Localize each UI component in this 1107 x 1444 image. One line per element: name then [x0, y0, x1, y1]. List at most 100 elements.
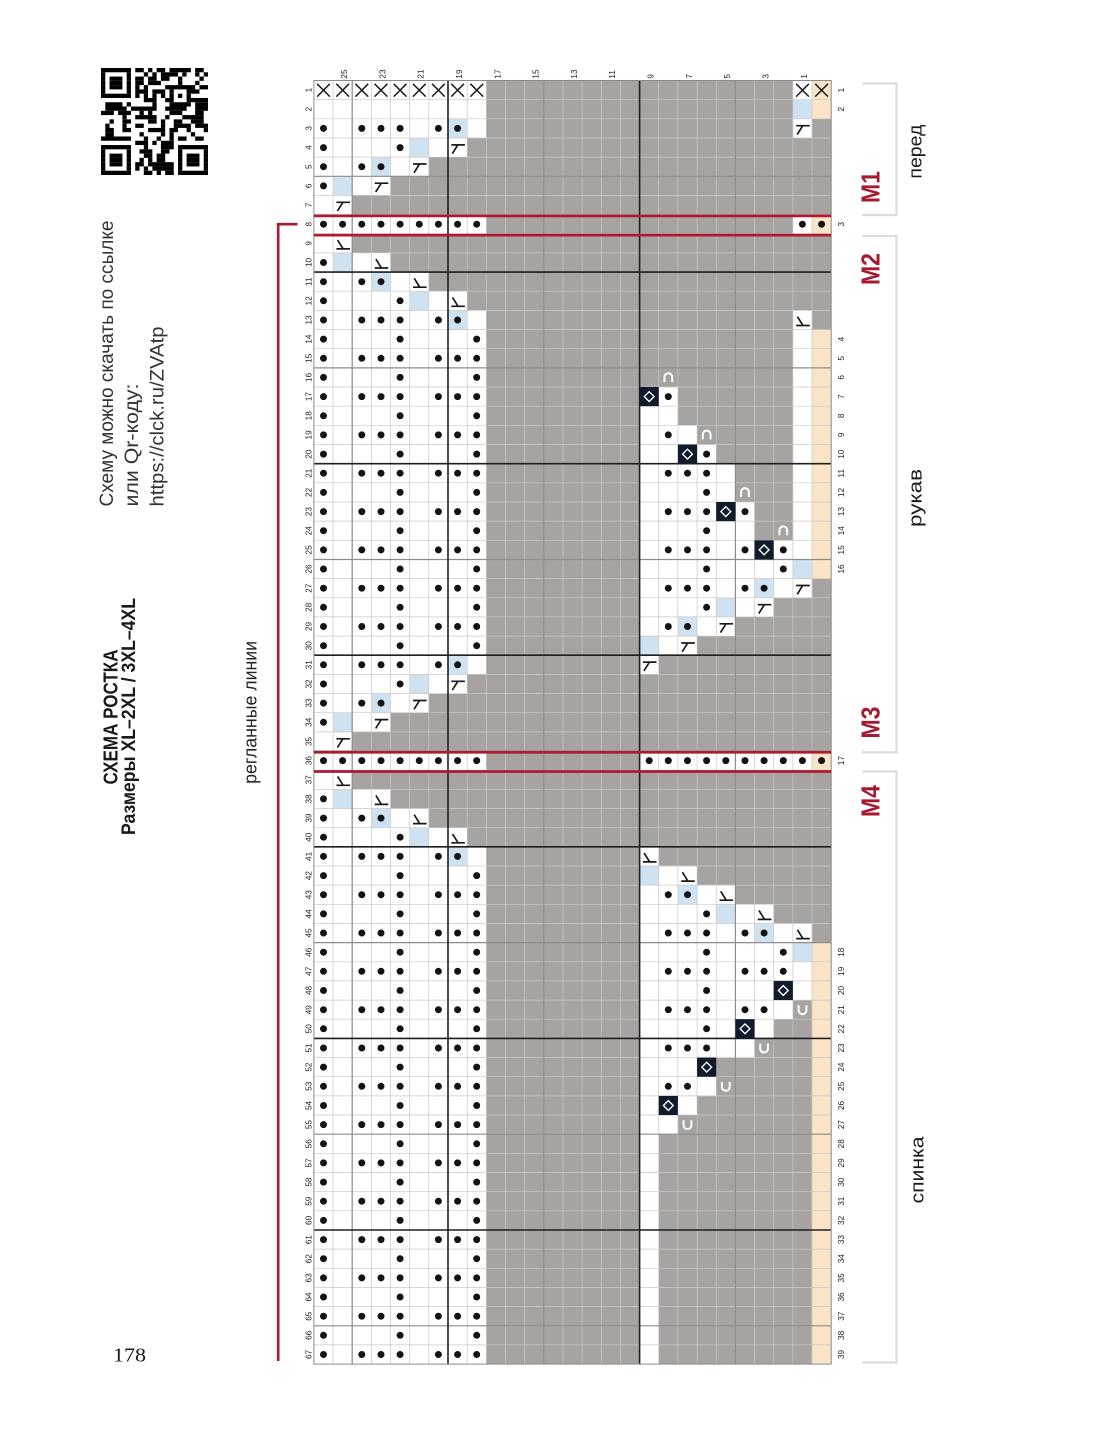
svg-text:8: 8: [837, 413, 846, 418]
svg-text:61: 61: [305, 1235, 314, 1245]
svg-text:46: 46: [305, 947, 314, 957]
svg-text:54: 54: [305, 1101, 314, 1111]
svg-text:9: 9: [837, 432, 846, 437]
svg-text:29: 29: [837, 1158, 846, 1168]
svg-text:6: 6: [305, 183, 314, 188]
svg-text:рукав: рукав: [906, 469, 926, 527]
svg-text:4: 4: [305, 145, 314, 150]
svg-text:42: 42: [305, 871, 314, 881]
svg-text:31: 31: [837, 1196, 846, 1206]
svg-text:1: 1: [837, 87, 846, 92]
svg-text:11: 11: [608, 70, 617, 79]
svg-text:Размеры XL–2XL / 3XL–4XL: Размеры XL–2XL / 3XL–4XL: [119, 598, 140, 835]
svg-text:53: 53: [305, 1081, 314, 1091]
svg-text:67: 67: [305, 1350, 314, 1360]
svg-text:15: 15: [532, 69, 541, 79]
svg-text:64: 64: [305, 1292, 314, 1302]
svg-text:22: 22: [837, 1024, 846, 1034]
svg-text:17: 17: [305, 392, 314, 402]
svg-text:26: 26: [305, 564, 314, 574]
svg-text:3: 3: [837, 221, 846, 226]
svg-text:39: 39: [837, 1350, 846, 1360]
svg-text:39: 39: [305, 813, 314, 823]
svg-text:178: 178: [113, 1345, 146, 1367]
svg-text:14: 14: [837, 526, 846, 536]
svg-text:13: 13: [305, 315, 314, 325]
svg-text:38: 38: [305, 794, 314, 804]
svg-text:47: 47: [305, 966, 314, 976]
svg-text:17: 17: [837, 756, 846, 766]
svg-text:62: 62: [305, 1254, 314, 1264]
svg-text:63: 63: [305, 1273, 314, 1283]
svg-text:33: 33: [305, 698, 314, 708]
svg-text:21: 21: [305, 468, 314, 478]
svg-text:35: 35: [305, 737, 314, 747]
svg-text:17: 17: [493, 69, 502, 79]
svg-text:51: 51: [305, 1043, 314, 1053]
svg-text:50: 50: [305, 1024, 314, 1034]
svg-text:8: 8: [305, 221, 314, 226]
svg-text:23: 23: [837, 1043, 846, 1053]
svg-text:5: 5: [723, 74, 732, 79]
svg-text:18: 18: [305, 411, 314, 421]
svg-text:22: 22: [305, 487, 314, 497]
svg-text:32: 32: [837, 1215, 846, 1225]
svg-text:36: 36: [305, 756, 314, 766]
svg-text:3: 3: [762, 74, 771, 79]
svg-text:19: 19: [455, 69, 464, 79]
svg-text:32: 32: [305, 679, 314, 689]
svg-text:43: 43: [305, 890, 314, 900]
svg-text:28: 28: [305, 602, 314, 612]
svg-text:24: 24: [837, 1062, 846, 1072]
svg-text:21: 21: [837, 1005, 846, 1015]
svg-text:40: 40: [305, 832, 314, 842]
svg-text:36: 36: [837, 1292, 846, 1302]
svg-text:28: 28: [837, 1139, 846, 1149]
svg-text:25: 25: [305, 545, 314, 555]
svg-text:20: 20: [305, 449, 314, 459]
svg-text:7: 7: [837, 394, 846, 399]
svg-text:регланные линии: регланные линии: [240, 641, 261, 784]
svg-text:M2: M2: [856, 253, 886, 285]
svg-text:60: 60: [305, 1215, 314, 1225]
svg-text:7: 7: [685, 74, 694, 79]
svg-text:или Qr-коду:: или Qr-коду:: [122, 384, 143, 507]
svg-text:65: 65: [305, 1311, 314, 1321]
svg-text:6: 6: [837, 375, 846, 380]
svg-text:57: 57: [305, 1158, 314, 1168]
svg-text:12: 12: [305, 296, 314, 306]
svg-text:38: 38: [837, 1330, 846, 1340]
svg-text:30: 30: [837, 1177, 846, 1187]
svg-text:9: 9: [305, 241, 314, 246]
svg-text:16: 16: [305, 372, 314, 382]
svg-text:11: 11: [305, 277, 314, 286]
svg-text:31: 31: [305, 660, 314, 670]
svg-text:52: 52: [305, 1062, 314, 1072]
svg-text:спинка: спинка: [908, 1135, 928, 1203]
svg-text:23: 23: [378, 69, 387, 79]
svg-text:10: 10: [305, 258, 314, 268]
svg-text:18: 18: [837, 947, 846, 957]
svg-text:45: 45: [305, 928, 314, 938]
svg-text:1: 1: [305, 87, 314, 92]
svg-text:25: 25: [837, 1081, 846, 1091]
svg-text:15: 15: [837, 545, 846, 555]
svg-text:44: 44: [305, 909, 314, 919]
svg-text:25: 25: [340, 69, 349, 79]
svg-text:27: 27: [305, 583, 314, 593]
svg-text:37: 37: [837, 1311, 846, 1321]
svg-text:20: 20: [837, 986, 846, 996]
svg-text:66: 66: [305, 1330, 314, 1340]
svg-text:https://clck.ru/ZVAtp: https://clck.ru/ZVAtp: [148, 327, 169, 507]
svg-text:41: 41: [305, 851, 314, 861]
svg-text:3: 3: [305, 126, 314, 131]
svg-text:34: 34: [837, 1254, 846, 1264]
svg-text:16: 16: [837, 564, 846, 574]
svg-text:7: 7: [305, 202, 314, 207]
svg-text:23: 23: [305, 507, 314, 517]
svg-text:34: 34: [305, 717, 314, 727]
svg-text:10: 10: [837, 449, 846, 459]
svg-text:56: 56: [305, 1139, 314, 1149]
svg-text:2: 2: [837, 106, 846, 111]
svg-text:11: 11: [837, 469, 846, 478]
